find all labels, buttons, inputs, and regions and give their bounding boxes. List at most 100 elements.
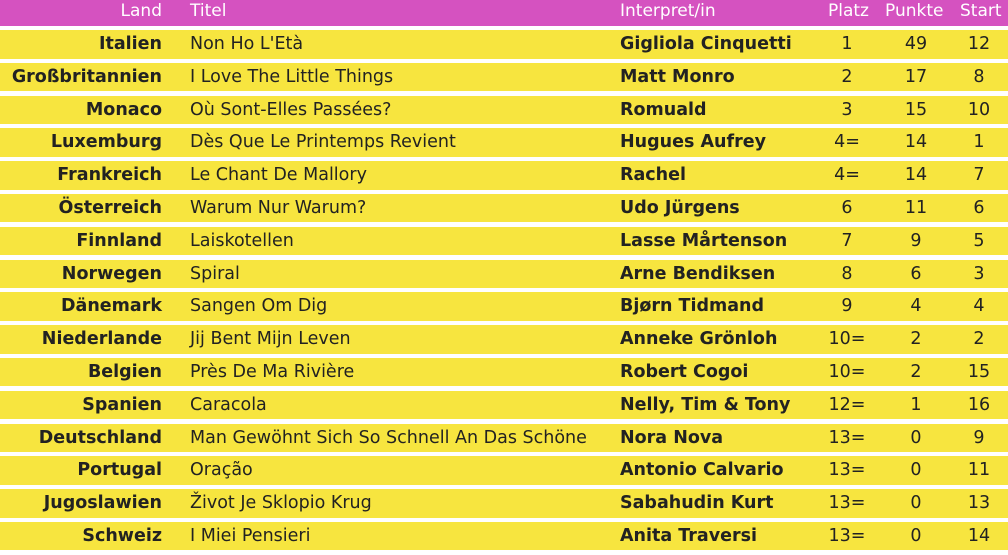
cell-platz: 13= bbox=[828, 460, 866, 481]
cell-platz: 13= bbox=[828, 493, 866, 514]
cell-punkte: 0 bbox=[910, 460, 922, 481]
table-row: Portugal Oração Antonio Calvario 13= 0 11 bbox=[0, 456, 1008, 485]
cell-start: 6 bbox=[973, 197, 985, 218]
cell-platz: 10= bbox=[828, 329, 866, 350]
cell-start: 16 bbox=[967, 394, 991, 415]
table-row: Dänemark Sangen Om Dig Bjørn Tidmand 9 4 4 bbox=[0, 292, 1008, 321]
cell-interpret: Anneke Grönloh bbox=[620, 329, 778, 350]
column-header-platz: Platz bbox=[828, 1, 869, 21]
cell-punkte: 2 bbox=[910, 361, 922, 382]
table-row: Österreich Warum Nur Warum? Udo Jürgens 6 11… bbox=[0, 193, 1008, 223]
cell-platz: 7 bbox=[841, 230, 853, 251]
cell-punkte: 2 bbox=[910, 329, 922, 350]
cell-titel: Le Chant De Mallory bbox=[190, 165, 367, 186]
cell-titel: Laiskotellen bbox=[190, 230, 294, 251]
cell-start: 7 bbox=[973, 165, 985, 186]
table-header: Land Titel Interpret/in Platz Punkte Sta… bbox=[0, 0, 1008, 26]
cell-punkte: 14 bbox=[904, 165, 928, 186]
cell-start: 15 bbox=[967, 361, 991, 382]
table-row: Niederlande Jij Bent Mijn Leven Anneke Grö… bbox=[0, 325, 1008, 354]
cell-start: 13 bbox=[967, 493, 991, 514]
cell-land: Belgien bbox=[87, 361, 162, 382]
cell-interpret: Rachel bbox=[620, 165, 686, 186]
cell-land: Niederlande bbox=[41, 329, 162, 350]
cell-start: 3 bbox=[973, 263, 985, 284]
cell-platz: 9 bbox=[841, 296, 853, 317]
cell-land: Luxemburg bbox=[50, 132, 162, 153]
cell-titel: Près De Ma Rivière bbox=[190, 361, 355, 382]
cell-start: 2 bbox=[973, 329, 985, 350]
table-row: Großbritannien I Love The Little Things Ma… bbox=[0, 62, 1008, 92]
table-row: Finnland Laiskotellen Lasse Mårtenson 7 9 5 bbox=[0, 226, 1008, 256]
cell-interpret: Gigliola Cinquetti bbox=[620, 34, 792, 54]
cell-start: 9 bbox=[973, 427, 985, 448]
column-header-start: Start bbox=[960, 1, 1002, 21]
cell-punkte: 0 bbox=[910, 525, 922, 546]
cell-titel: Warum Nur Warum? bbox=[190, 197, 367, 218]
cell-punkte: 9 bbox=[910, 230, 922, 251]
cell-interpret: Bjørn Tidmand bbox=[620, 296, 765, 317]
cell-platz: 8 bbox=[841, 263, 853, 284]
cell-interpret: Romuald bbox=[620, 99, 707, 120]
cell-titel: Spiral bbox=[190, 263, 240, 284]
cell-platz: 1 bbox=[841, 34, 853, 54]
table-row: Belgien Près De Ma Rivière Robert Cogoi 10=… bbox=[0, 357, 1008, 387]
cell-titel: Oração bbox=[190, 460, 253, 481]
cell-punkte: 17 bbox=[904, 66, 928, 87]
cell-punkte: 6 bbox=[910, 263, 922, 284]
column-header-interpret: Interpret/in bbox=[620, 1, 716, 21]
cell-titel: Caracola bbox=[190, 394, 267, 415]
cell-land: Frankreich bbox=[57, 165, 162, 186]
cell-land: Dänemark bbox=[61, 296, 162, 317]
cell-land: Monaco bbox=[85, 99, 162, 120]
table-row: Frankreich Le Chant De Mallory Rachel 4= 14 7 bbox=[0, 161, 1008, 190]
cell-platz: 10= bbox=[828, 361, 866, 382]
table-body: Italien Non Ho L'Età Gigliola Cinquetti 1 49… bbox=[0, 30, 1008, 555]
table-row: Norwegen Spiral Arne Bendiksen 8 6 3 bbox=[0, 259, 1008, 289]
table-row: Monaco Où Sont-Elles Passées? Romuald 3 15 10 bbox=[0, 95, 1008, 125]
cell-titel: I Miei Pensieri bbox=[190, 525, 311, 546]
cell-start: 1 bbox=[973, 132, 985, 153]
cell-platz: 4= bbox=[834, 132, 860, 153]
cell-titel: Dès Que Le Printemps Revient bbox=[190, 132, 456, 153]
cell-platz: 4= bbox=[834, 165, 860, 186]
cell-land: Schweiz bbox=[82, 525, 162, 546]
cell-platz: 13= bbox=[828, 525, 866, 546]
cell-land: Spanien bbox=[82, 394, 162, 415]
cell-titel: Man Gewöhnt Sich So Schnell An Das Schön… bbox=[190, 427, 587, 448]
cell-interpret: Sabahudin Kurt bbox=[620, 493, 774, 514]
table-row: Schweiz I Miei Pensieri Anita Traversi 13= 0… bbox=[0, 521, 1008, 551]
table-row: Deutschland Man Gewöhnt Sich So Schnell A… bbox=[0, 423, 1008, 453]
cell-platz: 2 bbox=[841, 66, 853, 87]
cell-land: Italien bbox=[98, 34, 162, 54]
cell-platz: 12= bbox=[828, 394, 866, 415]
column-header-land: Land bbox=[120, 1, 162, 21]
cell-interpret: Robert Cogoi bbox=[620, 361, 749, 382]
cell-land: Jugoslawien bbox=[43, 493, 162, 514]
cell-start: 11 bbox=[967, 460, 991, 481]
table-row: Luxemburg Dès Que Le Printemps Revient Hug… bbox=[0, 128, 1008, 157]
column-header-titel: Titel bbox=[190, 1, 227, 21]
cell-interpret: Anita Traversi bbox=[620, 525, 758, 546]
cell-land: Deutschland bbox=[38, 427, 162, 448]
cell-start: 4 bbox=[973, 296, 985, 317]
cell-interpret: Hugues Aufrey bbox=[620, 132, 766, 153]
cell-platz: 3 bbox=[841, 99, 853, 120]
cell-interpret: Udo Jürgens bbox=[620, 197, 740, 218]
cell-punkte: 15 bbox=[904, 99, 928, 120]
cell-start: 8 bbox=[973, 66, 985, 87]
cell-titel: I Love The Little Things bbox=[190, 66, 394, 87]
cell-titel: Où Sont-Elles Passées? bbox=[190, 99, 392, 120]
cell-interpret: Lasse Mårtenson bbox=[620, 230, 788, 251]
table-row: Jugoslawien Život Je Sklopio Krug Sabahudi… bbox=[0, 489, 1008, 518]
cell-interpret: Nora Nova bbox=[620, 427, 724, 448]
cell-titel: Non Ho L'Età bbox=[190, 34, 304, 54]
cell-start: 10 bbox=[967, 99, 991, 120]
cell-platz: 13= bbox=[828, 427, 866, 448]
cell-punkte: 14 bbox=[904, 132, 928, 153]
cell-punkte: 0 bbox=[910, 493, 922, 514]
cell-punkte: 1 bbox=[910, 394, 922, 415]
cell-land: Österreich bbox=[58, 197, 163, 218]
cell-punkte: 4 bbox=[910, 296, 922, 317]
